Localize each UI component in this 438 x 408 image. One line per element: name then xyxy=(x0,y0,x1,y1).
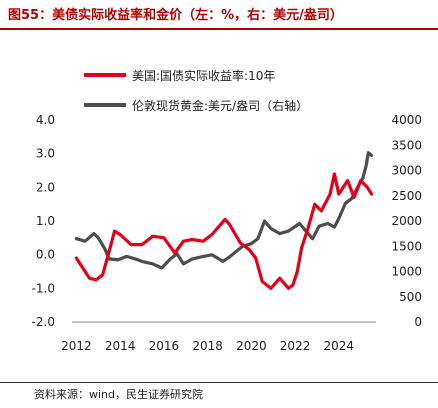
legend-label-real-yield: 美国:国债实际收益率:10年 xyxy=(132,68,275,83)
source-note: 资料来源：wind，民生证券研究院 xyxy=(34,388,204,401)
series-line-real-yield xyxy=(74,172,374,290)
y-left-tick-label: -1.0 xyxy=(32,281,55,295)
x-tick-label: 2020 xyxy=(236,339,267,353)
x-tick-label: 2014 xyxy=(105,339,136,353)
y-right-tick-label: 2500 xyxy=(391,189,422,203)
y-right-tick-label: 500 xyxy=(399,290,422,304)
y-right-tick-label: 3000 xyxy=(391,164,422,178)
y-right-tick-label: 3500 xyxy=(391,138,422,152)
y-left-tick-labels: 4.0 3.0 2.0 1.0 0.0 -1.0 -2.0 xyxy=(32,113,55,329)
y-left-tick-label: -2.0 xyxy=(32,315,55,329)
y-left-tick-label: 2.0 xyxy=(36,180,55,194)
x-tick-label: 2018 xyxy=(192,339,223,353)
y-right-tick-label: 4000 xyxy=(391,113,422,127)
series-layer xyxy=(74,151,374,290)
x-tick-label: 2022 xyxy=(280,339,311,353)
y-left-tick-label: 3.0 xyxy=(36,147,55,161)
source-divider xyxy=(0,382,438,383)
legend-label-gold: 伦敦现货黄金:美元/盎司（右轴） xyxy=(132,98,308,113)
x-tick-label: 2016 xyxy=(149,339,180,353)
x-tick-label: 2012 xyxy=(61,339,92,353)
y-left-tick-label: 1.0 xyxy=(36,214,55,228)
y-left-tick-label: 0.0 xyxy=(36,248,55,262)
y-right-tick-labels: 4000 3500 3000 2500 2000 1500 1000 500 0 xyxy=(391,113,422,329)
chart-canvas: 4.0 3.0 2.0 1.0 0.0 -1.0 -2.0 4000 3500 3000 2500… xyxy=(32,68,422,353)
y-right-tick-label: 2000 xyxy=(391,214,422,228)
y-right-tick-label: 1000 xyxy=(391,265,422,279)
x-tick-label: 2024 xyxy=(324,339,355,353)
legend: 美国:国债实际收益率:10年 伦敦现货黄金:美元/盎司（右轴） xyxy=(84,68,308,113)
y-right-tick-label: 0 xyxy=(414,315,422,329)
title-divider xyxy=(0,28,438,30)
x-tick-labels: 2012 2014 2016 2018 2020 2022 2024 xyxy=(61,339,354,353)
y-left-tick-label: 4.0 xyxy=(36,113,55,127)
y-right-tick-label: 1500 xyxy=(391,239,422,253)
chart-title: 图55：美债实际收益率和金价（左：%，右：美元/盎司） xyxy=(8,8,343,23)
series-line-gold xyxy=(74,151,374,270)
